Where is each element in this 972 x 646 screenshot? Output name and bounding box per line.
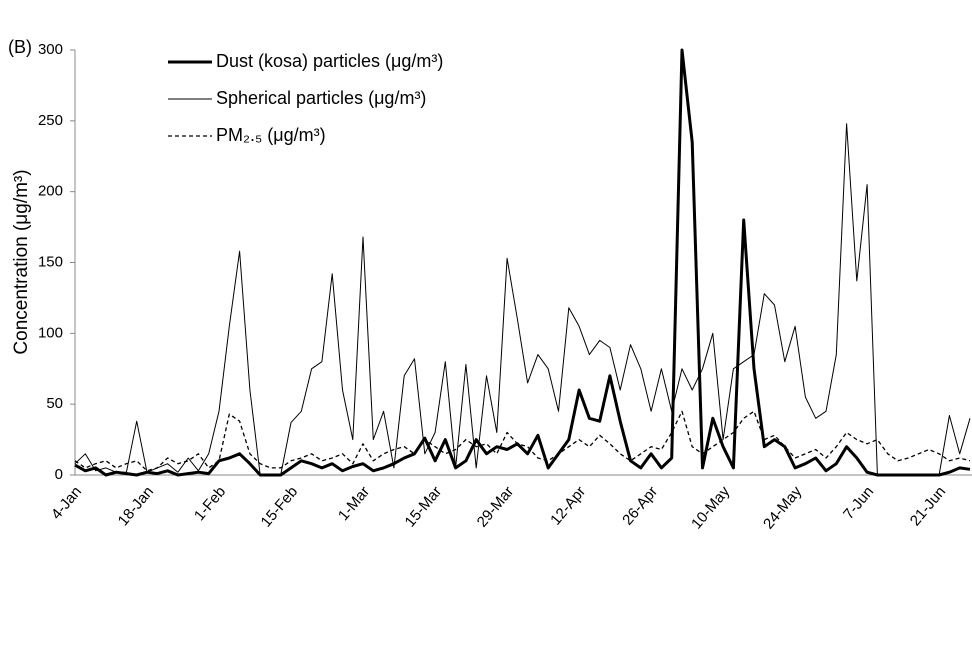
series-line bbox=[74, 123, 971, 476]
x-tick-label: 21-Jun bbox=[907, 483, 950, 529]
legend-label: Spherical particles (μg/m³) bbox=[216, 88, 426, 108]
x-tick-label: 7-Jun bbox=[840, 483, 877, 523]
y-tick-label: 0 bbox=[55, 466, 63, 483]
x-tick-label: 1-Feb bbox=[191, 483, 229, 524]
series-line bbox=[74, 48, 971, 477]
x-tick-label: 24-May bbox=[760, 483, 805, 533]
y-axis-label: Concentration (μg/m³) bbox=[11, 169, 32, 354]
panel-label: (B) bbox=[8, 37, 32, 57]
y-tick-label: 300 bbox=[38, 41, 63, 58]
x-tick-label: 15-Feb bbox=[258, 483, 302, 530]
legend-label: Dust (kosa) particles (μg/m³) bbox=[216, 51, 443, 71]
x-tick-label: 26-Apr bbox=[619, 483, 661, 528]
legend: Dust (kosa) particles (μg/m³) Spherical p… bbox=[168, 51, 443, 145]
y-tick-label: 250 bbox=[38, 112, 63, 129]
x-tick-label: 1-Mar bbox=[335, 483, 373, 524]
x-tick-label: 29-Mar bbox=[474, 483, 518, 530]
x-tick-label: 18-Jan bbox=[115, 483, 158, 529]
x-tick-label: 10-May bbox=[688, 483, 733, 533]
x-tick-label: 4-Jan bbox=[48, 483, 85, 523]
y-tick-label: 50 bbox=[46, 395, 63, 412]
series-line bbox=[74, 410, 971, 472]
x-tick-label: 15-Mar bbox=[402, 483, 446, 530]
legend-label: PM₂.₅ (μg/m³) bbox=[216, 125, 326, 145]
x-tick-label: 12-Apr bbox=[547, 483, 589, 528]
y-tick-label: 100 bbox=[38, 324, 63, 341]
y-tick-label: 150 bbox=[38, 253, 63, 270]
y-tick-label: 200 bbox=[38, 183, 63, 200]
